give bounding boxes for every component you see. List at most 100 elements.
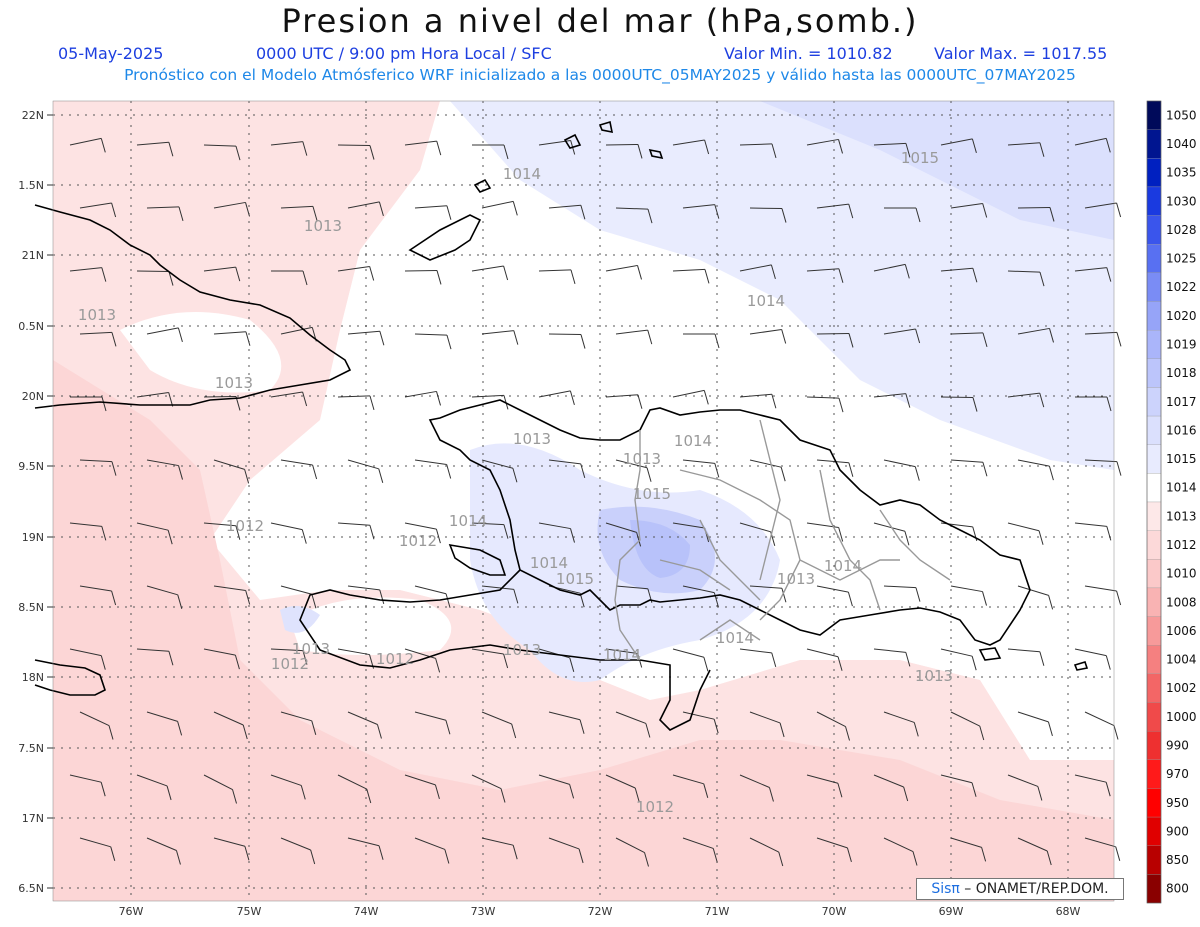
- wind-barb: [280, 711, 317, 735]
- wind-barb: [816, 203, 854, 219]
- wind-barb: [816, 332, 854, 348]
- wind-barb: [873, 522, 910, 546]
- wind-barb: [146, 585, 183, 609]
- colorbar-label: 1022: [1166, 280, 1197, 294]
- wind-barb: [79, 585, 117, 606]
- shade-1015: [760, 101, 1114, 240]
- wind-barb: [70, 396, 107, 412]
- lat-label: 22N: [22, 109, 44, 122]
- colorbar-swatch: [1146, 387, 1162, 417]
- colorbar-swatch: [1146, 415, 1162, 445]
- wind-barb: [280, 459, 318, 480]
- wind-barb: [873, 142, 911, 158]
- contour-label: 1013: [623, 450, 661, 468]
- wind-barb: [69, 648, 106, 670]
- colorbar-swatch: [1146, 788, 1162, 818]
- colorbar-swatch: [1146, 158, 1162, 188]
- wind-barb: [615, 459, 652, 482]
- colorbar-label: 1040: [1166, 137, 1197, 151]
- wind-barb: [347, 711, 382, 739]
- colorbar-label: 1014: [1166, 481, 1197, 495]
- wind-barb: [481, 837, 518, 860]
- wind-barb: [739, 774, 774, 802]
- wind-barb: [414, 205, 452, 220]
- colorbar-swatch: [1146, 730, 1162, 760]
- colorbar-label: 1016: [1166, 423, 1197, 437]
- wind-barb: [1017, 206, 1055, 222]
- wind-barb: [749, 459, 786, 482]
- wind-barb: [739, 393, 777, 409]
- wind-barb: [816, 459, 854, 477]
- wind-barb: [213, 459, 250, 484]
- wind-barb: [950, 332, 988, 348]
- wind-barb: [1084, 837, 1121, 861]
- wind-barb: [481, 585, 519, 604]
- wind-barb: [538, 269, 576, 285]
- contour-label: 1013: [78, 306, 116, 324]
- date-label: 05-May-2025: [58, 44, 164, 63]
- wind-barb: [203, 144, 241, 161]
- colorbar-swatch: [1146, 616, 1162, 646]
- contour-label: 1013: [915, 667, 953, 685]
- lat-label: 9.5N: [18, 460, 44, 473]
- wind-barb: [146, 459, 183, 480]
- wind-barb: [749, 329, 787, 344]
- lat-label: 7.5N: [18, 742, 44, 755]
- wind-barb: [1017, 711, 1053, 737]
- colorbar-swatch: [1146, 473, 1162, 503]
- colorbar-swatch: [1146, 329, 1162, 359]
- wind-barb: [414, 333, 452, 350]
- credit-box: Sisπ – ONAMET/REP.DOM.: [916, 878, 1124, 900]
- wind-barb: [873, 263, 910, 279]
- wind-barb: [146, 206, 184, 222]
- lat-label: 17N: [22, 812, 44, 825]
- wind-barb: [347, 585, 385, 605]
- wind-barb: [940, 396, 978, 412]
- wind-barb: [414, 585, 451, 608]
- wind-barb: [1084, 331, 1122, 347]
- colorbar-label: 1013: [1166, 509, 1197, 523]
- colorbar-label: 1015: [1166, 452, 1197, 466]
- wind-barb: [69, 522, 107, 541]
- wind-barb: [873, 648, 911, 667]
- colorbar-label: 850: [1166, 853, 1189, 867]
- wind-barb: [605, 522, 642, 547]
- wind-barb: [1074, 522, 1112, 541]
- wind-barb: [940, 267, 978, 283]
- colorbar-swatch: [1146, 272, 1162, 302]
- wind-barb: [806, 268, 844, 283]
- wind-barb: [1007, 774, 1043, 801]
- wind-barb: [213, 201, 250, 217]
- wind-barb: [806, 396, 844, 413]
- wind-barb: [883, 328, 921, 344]
- wind-barb: [481, 200, 518, 216]
- wind-barb: [682, 459, 720, 478]
- time-label: 0000 UTC / 9:00 pm Hora Local / SFC: [256, 44, 552, 63]
- colorbar-swatch: [1146, 816, 1162, 846]
- credit-text: – ONAMET/REP.DOM.: [959, 881, 1109, 897]
- wind-barb: [538, 390, 575, 406]
- wind-barb: [414, 459, 452, 479]
- wind-barb: [471, 522, 509, 539]
- wind-barb: [347, 837, 384, 860]
- wind-barb: [605, 774, 640, 803]
- wind-barb: [471, 265, 509, 281]
- wind-barb: [1007, 142, 1045, 157]
- contour-label: 1012: [636, 798, 674, 816]
- latitude-labels: 22N 1.5N 21N 0.5N 20N 9.5N 19N 8.5N 18N 7.5N 17N 6.…: [18, 109, 53, 895]
- wind-barb: [404, 390, 441, 406]
- wind-barb: [950, 837, 987, 862]
- wind-barb: [873, 393, 911, 408]
- colorbar-label: 1020: [1166, 309, 1197, 323]
- wind-barb: [404, 269, 442, 285]
- wind-barb: [548, 837, 584, 864]
- contour-label: 1014: [530, 554, 568, 572]
- contour-label: 1013: [215, 374, 253, 392]
- colorbar-swatch: [1146, 530, 1162, 560]
- colorbar-label: 1000: [1166, 710, 1197, 724]
- contour-label: 1014: [716, 629, 754, 647]
- wind-barb: [548, 204, 586, 220]
- lat-lon-grid: [53, 101, 1114, 901]
- wind-barb: [136, 141, 174, 157]
